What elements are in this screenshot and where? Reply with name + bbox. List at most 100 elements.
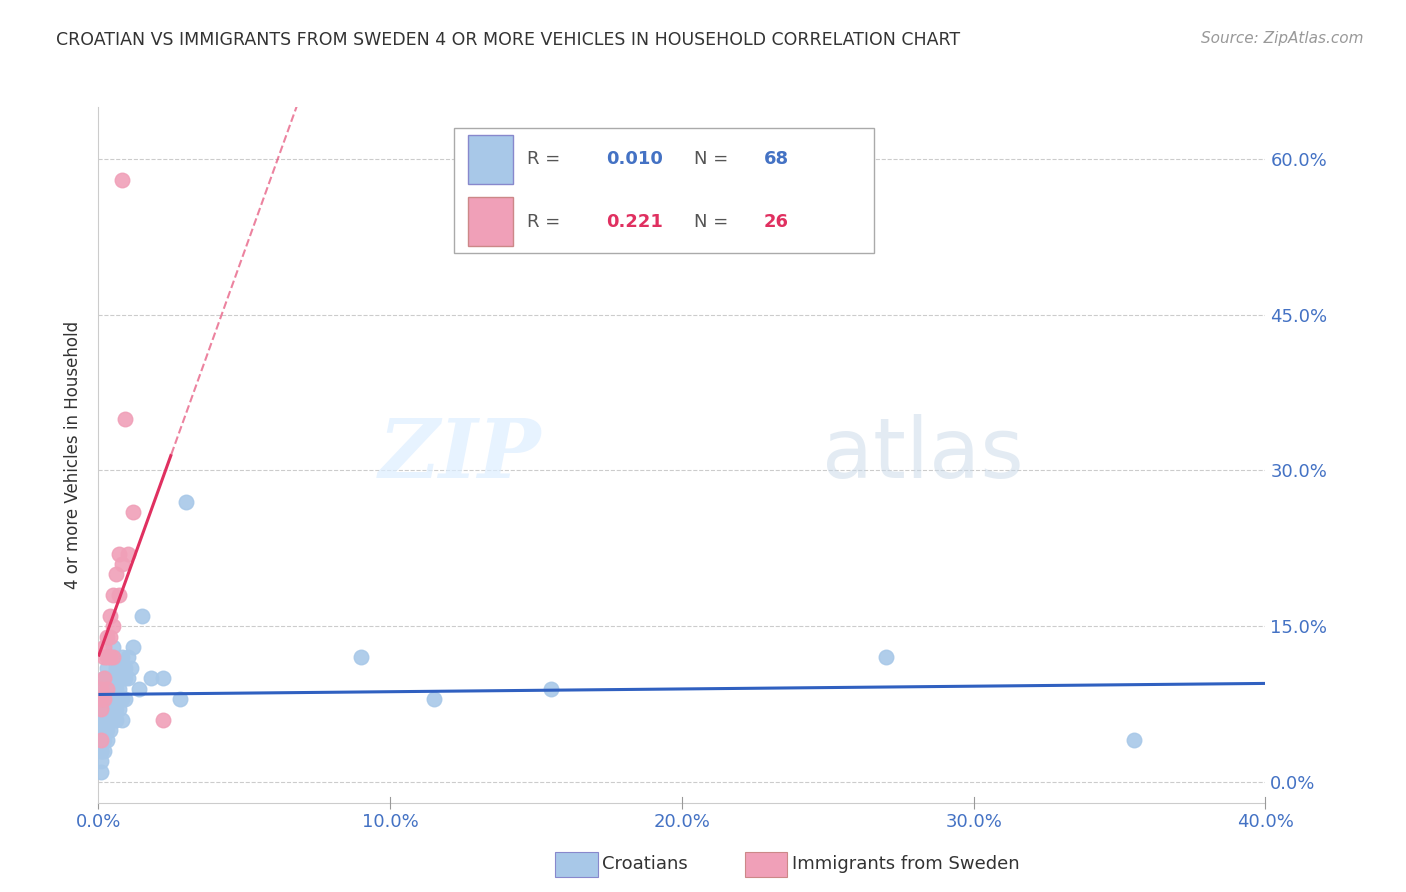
Point: [111, 671, 134, 685]
Text: atlas: atlas: [823, 415, 1024, 495]
Point: [152, 671, 174, 685]
Point: [96, 661, 118, 675]
Point: [108, 588, 131, 602]
Point: [111, 650, 134, 665]
Point: [117, 671, 139, 685]
Point: [98, 650, 121, 665]
Point: [93, 671, 115, 685]
Point: [111, 172, 134, 186]
Point: [90, 713, 112, 727]
Point: [93, 640, 115, 654]
Point: [98, 723, 121, 738]
Point: [350, 650, 373, 665]
Point: [104, 681, 127, 696]
Point: [98, 681, 121, 696]
Point: [93, 723, 115, 738]
Point: [90, 754, 112, 768]
Point: [93, 713, 115, 727]
Point: [101, 681, 124, 696]
Point: [98, 702, 121, 716]
Point: [101, 671, 124, 685]
Point: [101, 650, 124, 665]
Point: [104, 661, 127, 675]
Point: [104, 671, 127, 685]
Point: [96, 692, 118, 706]
Point: [90, 702, 112, 716]
Point: [90, 681, 112, 696]
Point: [139, 671, 162, 685]
Point: [114, 661, 136, 675]
Point: [90, 723, 112, 738]
Point: [104, 702, 127, 716]
Text: Immigrants from Sweden: Immigrants from Sweden: [792, 855, 1019, 873]
Point: [96, 702, 118, 716]
Point: [128, 681, 150, 696]
Point: [96, 671, 118, 685]
Text: 0.221: 0.221: [606, 213, 664, 231]
Y-axis label: 4 or more Vehicles in Household: 4 or more Vehicles in Household: [65, 321, 83, 589]
Point: [174, 494, 197, 508]
Point: [98, 608, 121, 623]
Point: [93, 692, 115, 706]
Text: Source: ZipAtlas.com: Source: ZipAtlas.com: [1201, 31, 1364, 46]
Point: [90, 723, 112, 738]
FancyBboxPatch shape: [468, 197, 513, 246]
Point: [108, 702, 131, 716]
Point: [423, 692, 446, 706]
Point: [90, 702, 112, 716]
Point: [90, 744, 112, 758]
Point: [108, 681, 131, 696]
Point: [122, 505, 145, 519]
Point: [93, 671, 115, 685]
Point: [93, 702, 115, 716]
Point: [90, 692, 112, 706]
Point: [101, 692, 124, 706]
Point: [101, 619, 124, 633]
Point: [98, 630, 121, 644]
Point: [104, 692, 127, 706]
Point: [111, 692, 134, 706]
Point: [111, 557, 134, 571]
Point: [117, 650, 139, 665]
Point: [90, 733, 112, 747]
FancyBboxPatch shape: [468, 135, 513, 184]
Point: [93, 744, 115, 758]
Point: [117, 547, 139, 561]
Point: [111, 661, 134, 675]
Point: [152, 713, 174, 727]
Point: [101, 713, 124, 727]
Point: [93, 733, 115, 747]
Point: [98, 692, 121, 706]
Point: [104, 567, 127, 582]
Point: [101, 650, 124, 665]
Point: [111, 713, 134, 727]
Point: [98, 671, 121, 685]
Point: [96, 733, 118, 747]
Point: [169, 692, 191, 706]
Point: [108, 661, 131, 675]
Text: 26: 26: [763, 213, 789, 231]
Point: [120, 661, 142, 675]
Point: [122, 640, 145, 654]
Point: [875, 650, 897, 665]
Point: [108, 671, 131, 685]
Point: [90, 733, 112, 747]
Point: [93, 681, 115, 696]
Text: Croatians: Croatians: [602, 855, 688, 873]
Text: N =: N =: [693, 213, 728, 231]
Point: [101, 640, 124, 654]
Point: [90, 764, 112, 779]
Text: CROATIAN VS IMMIGRANTS FROM SWEDEN 4 OR MORE VEHICLES IN HOUSEHOLD CORRELATION C: CROATIAN VS IMMIGRANTS FROM SWEDEN 4 OR …: [56, 31, 960, 49]
Point: [101, 588, 124, 602]
Point: [114, 671, 136, 685]
Point: [114, 692, 136, 706]
Text: 68: 68: [763, 150, 789, 169]
Point: [114, 411, 136, 425]
Point: [96, 723, 118, 738]
Text: R =: R =: [527, 150, 560, 169]
Text: R =: R =: [527, 213, 560, 231]
Text: N =: N =: [693, 150, 728, 169]
Text: ZIP: ZIP: [380, 415, 541, 495]
Point: [104, 713, 127, 727]
Point: [96, 681, 118, 696]
